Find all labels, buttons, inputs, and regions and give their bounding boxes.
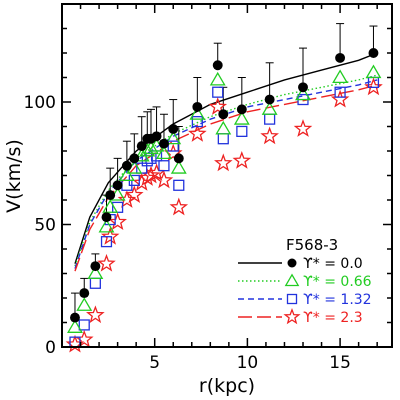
triangle-marker bbox=[102, 199, 119, 213]
star-marker bbox=[97, 253, 116, 272]
circle-marker bbox=[236, 104, 247, 115]
circle-marker bbox=[129, 153, 140, 164]
circle-marker bbox=[335, 52, 346, 63]
square-marker bbox=[264, 113, 276, 125]
star-marker bbox=[125, 185, 144, 204]
square-marker bbox=[191, 116, 203, 128]
star-marker bbox=[100, 226, 120, 245]
star-marker bbox=[163, 143, 183, 162]
square-marker bbox=[100, 236, 113, 248]
square-marker bbox=[158, 160, 170, 172]
square-marker bbox=[217, 133, 229, 145]
square-marker bbox=[334, 86, 346, 98]
legend-label: ϒ* = 1.32 bbox=[303, 292, 372, 308]
triangle-marker bbox=[118, 167, 135, 182]
circle-marker bbox=[112, 180, 123, 191]
star-marker bbox=[283, 307, 301, 325]
circle-marker bbox=[287, 258, 297, 268]
triangle-marker bbox=[98, 218, 115, 233]
legend-label: ϒ* = 0.66 bbox=[303, 274, 372, 290]
circle-marker bbox=[192, 101, 203, 112]
x-axis-label: r(kpc) bbox=[199, 375, 255, 397]
triangle-marker bbox=[233, 111, 250, 125]
star-marker bbox=[330, 89, 350, 108]
x-tick-label: 15 bbox=[329, 353, 351, 373]
circle-marker bbox=[90, 261, 101, 272]
circle-marker bbox=[298, 82, 308, 93]
star-marker bbox=[364, 77, 383, 96]
triangle-marker bbox=[332, 69, 349, 84]
star-marker bbox=[232, 151, 252, 169]
star-marker bbox=[74, 329, 94, 348]
star-marker bbox=[293, 119, 313, 137]
star-marker bbox=[260, 126, 279, 145]
square-marker bbox=[173, 179, 185, 191]
circle-marker bbox=[105, 190, 116, 201]
axis-ticks bbox=[62, 4, 392, 347]
square-marker bbox=[212, 86, 224, 98]
data-points bbox=[65, 48, 383, 353]
square-marker bbox=[89, 277, 101, 289]
circle-marker bbox=[218, 109, 229, 120]
legend-title: F568-3 bbox=[286, 236, 338, 254]
legend-label: ϒ* = 0.0 bbox=[303, 256, 363, 272]
circle-marker bbox=[173, 153, 184, 164]
star-marker bbox=[117, 190, 137, 208]
circle-marker bbox=[70, 312, 80, 323]
circle-marker bbox=[212, 60, 223, 71]
star-marker bbox=[188, 124, 207, 142]
circle-marker bbox=[136, 141, 147, 152]
triangle-marker bbox=[76, 297, 93, 311]
triangle-marker bbox=[209, 71, 226, 86]
legend-label: ϒ* = 2.3 bbox=[303, 310, 363, 326]
star-marker bbox=[208, 97, 228, 115]
square-marker bbox=[236, 125, 248, 137]
circle-marker bbox=[159, 138, 169, 149]
square-marker bbox=[78, 319, 90, 331]
triangle-marker bbox=[170, 160, 187, 174]
triangle-marker bbox=[365, 64, 382, 79]
star-marker bbox=[169, 197, 189, 216]
star-marker bbox=[108, 212, 127, 231]
star-marker bbox=[86, 305, 105, 324]
circle-marker bbox=[168, 124, 179, 134]
circle-marker bbox=[264, 94, 275, 105]
circle-marker bbox=[151, 131, 162, 142]
triangle-marker bbox=[295, 86, 311, 101]
y-tick-label: 100 bbox=[24, 93, 56, 113]
star-marker bbox=[214, 153, 233, 172]
square-marker bbox=[286, 293, 298, 305]
triangle-marker bbox=[67, 319, 83, 333]
y-axis-label: V(km/s) bbox=[3, 139, 25, 213]
y-tick-label: 50 bbox=[34, 216, 56, 236]
triangle-marker bbox=[165, 130, 182, 145]
triangle-marker bbox=[284, 273, 300, 287]
circle-marker bbox=[121, 160, 132, 171]
model-curve bbox=[74, 79, 378, 269]
legend: F568-3 ϒ* = 0.0 ϒ* = 0.66 ϒ* = 1.32 ϒ* = 2.… bbox=[238, 236, 372, 326]
circle-marker bbox=[79, 288, 90, 299]
tick-labels: 5 10 15 0 50 100 bbox=[24, 93, 351, 373]
x-tick-label: 10 bbox=[237, 353, 259, 373]
circle-marker bbox=[368, 48, 379, 58]
triangle-marker bbox=[189, 106, 206, 120]
triangle-marker bbox=[87, 265, 104, 280]
star-marker bbox=[154, 170, 174, 189]
triangle-marker bbox=[261, 101, 278, 115]
y-tick-label: 0 bbox=[45, 338, 56, 358]
model-curve bbox=[74, 84, 378, 272]
square-marker bbox=[167, 140, 179, 152]
triangle-marker bbox=[133, 147, 150, 162]
triangle-marker bbox=[156, 145, 172, 160]
x-tick-label: 5 bbox=[149, 353, 160, 373]
circle-marker bbox=[101, 212, 112, 223]
triangle-marker bbox=[215, 120, 232, 135]
triangle-marker bbox=[143, 140, 159, 155]
